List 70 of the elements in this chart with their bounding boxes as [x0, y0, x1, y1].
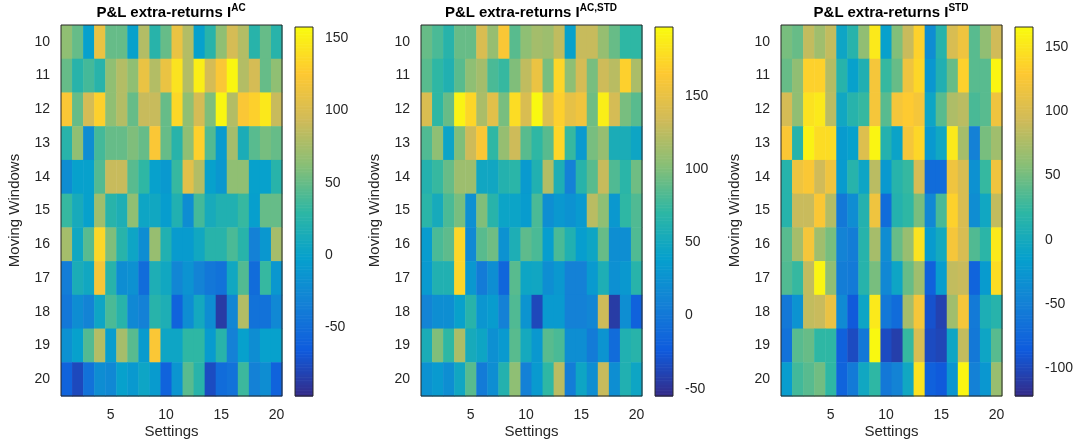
y-tick-label: 19: [394, 336, 411, 353]
color-bar-label: 100: [1045, 102, 1069, 119]
y-tick-label: 19: [34, 336, 51, 353]
y-tick-label: 11: [395, 66, 411, 83]
y-tick-label: 12: [754, 100, 771, 117]
y-tick-label: 18: [754, 302, 771, 319]
y-tick-label: 15: [754, 201, 771, 218]
y-tick-label: 12: [394, 100, 411, 117]
color-bar-label: -50: [1045, 294, 1066, 311]
x-tick-label: 15: [213, 406, 230, 423]
y-tick-label: 16: [394, 235, 411, 252]
y-tick-label: 11: [35, 66, 51, 83]
y-tick-label: 10: [34, 32, 51, 49]
y-axis-title: Moving Windows: [365, 153, 383, 268]
y-tick-label: 20: [34, 370, 51, 386]
y-tick-label: 17: [34, 268, 51, 285]
y-tick-label: 17: [394, 268, 411, 285]
y-tick-label: 17: [754, 268, 771, 285]
chart-title: P&L extra-returns I$^{AC}$: [95, 2, 247, 20]
color-bar-label: -100: [1045, 358, 1074, 375]
color-bar-label: 150: [325, 29, 349, 46]
color-bar-label: -50: [325, 317, 346, 334]
color-bar-label: 100: [685, 159, 709, 176]
color-bar-label: 0: [1045, 230, 1053, 247]
x-tick-label: 5: [826, 406, 835, 423]
x-tick-label: 20: [268, 406, 285, 423]
color-bar-label: -50: [685, 379, 706, 396]
y-tick-label: 14: [754, 167, 771, 184]
y-tick-label: 18: [394, 302, 411, 319]
y-tick-label: 20: [754, 370, 771, 386]
x-axis-title: Settings: [864, 422, 919, 440]
x-tick-label: 10: [518, 406, 534, 423]
color-bar-label: 0: [685, 306, 693, 323]
x-tick-label: 20: [628, 406, 645, 423]
color-bar-label: 100: [325, 101, 349, 118]
color-bar-label: 0: [325, 245, 333, 262]
y-axis-title: Moving Windows: [725, 153, 743, 268]
y-tick-label: 18: [34, 302, 51, 319]
y-tick-label: 15: [394, 201, 411, 218]
color-bar-label: 50: [685, 233, 701, 250]
y-tick-label: 12: [34, 100, 51, 117]
y-tick-label: 10: [394, 32, 411, 49]
color-bar-label: 150: [685, 86, 709, 103]
x-axis-title: Settings: [144, 422, 199, 440]
color-bar-label: 50: [325, 173, 341, 190]
x-tick-label: 10: [878, 406, 894, 423]
y-axis-title: Moving Windows: [5, 153, 23, 268]
x-tick-label: 10: [158, 406, 174, 423]
y-tick-label: 13: [394, 133, 411, 150]
x-axis-title: Settings: [504, 422, 559, 440]
x-tick-label: 5: [106, 406, 115, 423]
y-tick-label: 15: [34, 201, 51, 218]
y-tick-label: 14: [34, 167, 51, 184]
y-tick-label: 13: [34, 133, 51, 150]
chart-title: P&L extra-returns I$^{AC,STD}$: [444, 2, 618, 20]
y-tick-label: 16: [754, 235, 771, 252]
x-tick-label: 15: [933, 406, 950, 423]
y-tick-label: 11: [755, 66, 771, 83]
y-tick-label: 20: [394, 370, 411, 386]
x-tick-label: 5: [466, 406, 475, 423]
chart-title: P&L extra-returns I$^{STD}$: [812, 2, 970, 20]
color-bar-label: 50: [1045, 166, 1061, 183]
x-tick-label: 20: [988, 406, 1005, 423]
color-bar-label: 150: [1045, 38, 1069, 55]
y-tick-label: 19: [754, 336, 771, 353]
y-tick-label: 16: [34, 235, 51, 252]
y-tick-label: 13: [754, 133, 771, 150]
y-tick-label: 14: [394, 167, 411, 184]
x-tick-label: 15: [573, 406, 590, 423]
y-tick-label: 10: [754, 32, 771, 49]
